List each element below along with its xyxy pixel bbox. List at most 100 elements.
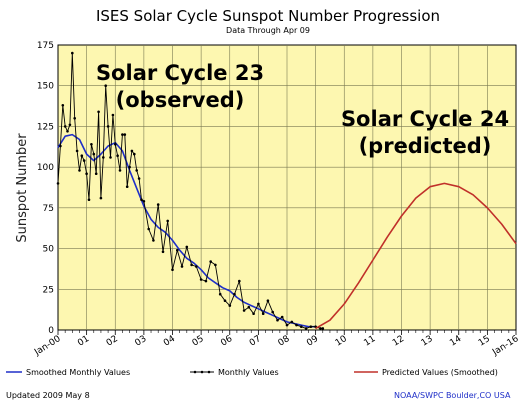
annotation-cycle24-line2: (predicted) [359,134,492,158]
data-point [209,260,212,263]
x-tick-label: 06 [219,334,234,349]
data-point [99,196,103,200]
x-tick-labels: Jan-00 01 02 03 04 05 06 07 08 09 10 11 12 13 14 15 Jan-… [32,334,521,358]
x-tick-label: 10 [334,334,349,349]
data-point [114,143,117,146]
data-point [123,133,127,136]
y-tick-labels: 0 25 50 75 100 125 150 175 [37,41,54,336]
data-point [66,130,69,133]
data-point [247,305,251,309]
data-point [75,149,79,153]
data-point [285,323,289,327]
data-point [204,279,208,283]
data-point [121,133,124,136]
y-tick-label: 50 [43,245,55,255]
data-point [276,318,279,322]
data-point [56,182,60,185]
y-tick-label: 25 [43,285,54,295]
data-point [82,159,86,162]
data-point [97,110,100,114]
data-point [190,263,193,267]
data-point [116,154,119,157]
y-tick-label: 150 [37,82,54,92]
x-tick-label: 09 [305,334,320,349]
series-0 [57,133,316,328]
series-1 [56,51,325,330]
grid [57,45,517,335]
data-point [63,125,67,128]
data-point [102,156,105,159]
x-tick-label: Jan-00 [32,334,63,358]
annotation-cycle23-line2: (observed) [116,88,245,112]
data-point [109,156,112,159]
data-point [195,265,198,268]
data-point [68,123,72,127]
data-point [280,315,284,319]
x-tick-label: 15 [477,334,492,349]
y-tick-label: 100 [37,163,54,173]
data-point [111,113,115,117]
data-point [228,304,232,307]
footer-updated: Updated 2009 May 8 [6,391,90,400]
legend-monthly-label: Monthly Values [218,368,279,377]
series-2 [315,182,517,330]
data-point [152,239,155,242]
data-point [199,278,203,281]
data-point [133,152,136,156]
data-point [266,299,270,303]
data-point [80,154,84,157]
data-point [295,323,298,327]
x-tick-label: 08 [277,334,292,349]
x-tick-label: 02 [105,334,120,349]
y-tick-label: 0 [48,326,54,336]
data-point [135,169,138,172]
x-tick-label: 01 [76,334,91,349]
data-point [78,169,81,172]
data-point [71,51,74,55]
data-point [252,312,255,316]
data-point [321,327,325,330]
annotation-cycle23-line1: Solar Cycle 23 [96,61,264,85]
data-point [176,248,179,252]
x-tick-label: 03 [133,334,148,349]
data-point [142,200,146,203]
x-tick-label: 07 [248,334,263,349]
data-point [85,172,88,175]
data-point [300,325,303,329]
y-tick-label: 75 [43,204,54,214]
x-tick-label: 12 [391,334,406,349]
data-point [137,177,141,180]
series-line [57,133,316,328]
data-point [161,250,165,254]
data-point [171,268,174,272]
data-point [59,144,62,148]
x-tick-label: 14 [448,334,463,349]
x-tick-label: 04 [162,334,177,349]
x-tick-label: 05 [191,334,206,349]
annotation-cycle24-line1: Solar Cycle 24 [341,107,509,131]
data-point [128,165,131,169]
x-tick-label: 11 [362,334,377,349]
data-point [118,169,122,172]
data-point [106,125,110,128]
data-point [290,320,294,324]
data-point [304,327,308,330]
data-point [104,84,107,87]
data-point [73,117,76,120]
data-point [233,292,236,296]
data-point [61,104,65,107]
legend-monthly-marker-2 [200,370,204,374]
data-point [87,198,91,201]
data-point [238,279,241,283]
legend-monthly-marker-1 [193,370,197,374]
data-point [140,198,143,201]
legend: Smoothed Monthly Values Monthly Values P… [6,368,498,377]
data-point [147,227,150,231]
data-point [319,327,322,330]
y-tick-label: 175 [37,41,54,51]
data-point [257,302,260,306]
data-point [214,263,217,267]
data-point [218,292,222,296]
chart-subtitle: Data Through Apr 09 [226,26,310,35]
